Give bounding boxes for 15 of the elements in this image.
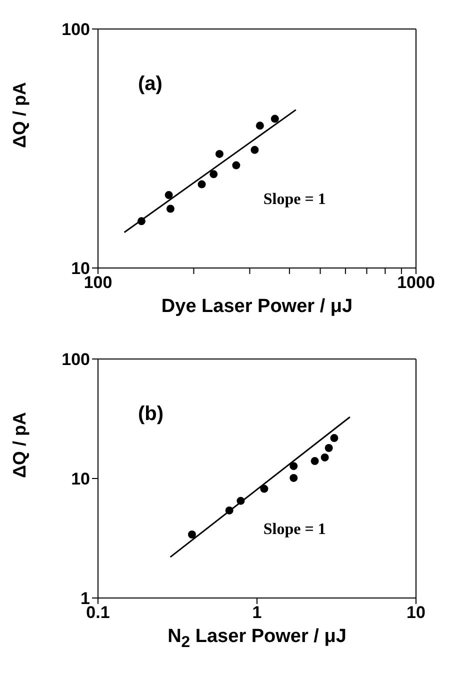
- annotation: Slope = 1: [263, 191, 326, 210]
- y-axis-title: ΔQ / pA: [10, 412, 30, 478]
- x-tick-label: 1000: [397, 273, 435, 292]
- y-axis-title: ΔQ / pA: [10, 82, 30, 148]
- y-tick-label: 10: [71, 470, 90, 489]
- y-tick-label: 100: [62, 20, 90, 40]
- text: (b): [138, 403, 164, 426]
- x-tick-label: 0.1: [86, 603, 110, 622]
- x-axis-title: N$_{2}$ Laser Power / μJ: [166, 626, 348, 652]
- y-tick-label: 100: [62, 350, 90, 370]
- text: (a): [138, 73, 162, 96]
- annotation: Slope = 1: [263, 521, 326, 540]
- x-tick-label: 10: [406, 603, 426, 622]
- x-axis-title: Dye Laser Power / μJ: [160, 296, 354, 318]
- x-tick-label: 1: [252, 603, 262, 622]
